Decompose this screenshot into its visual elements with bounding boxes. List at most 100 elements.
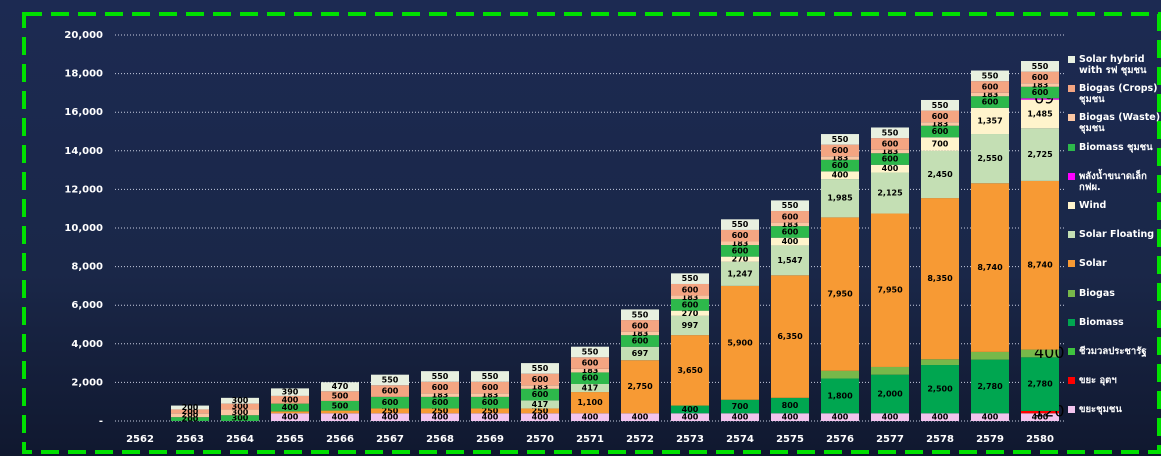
bar-segment	[271, 388, 309, 396]
bar-segment	[971, 70, 1009, 82]
legend-swatch	[1068, 260, 1075, 268]
legend-item: Solar	[1068, 258, 1161, 287]
bar-segment	[1021, 180, 1059, 350]
bar-segment	[921, 198, 959, 360]
bar-segment	[571, 346, 609, 358]
data-label: 300	[232, 414, 249, 423]
data-label: 997	[682, 321, 699, 330]
y-tick-label: 14,000	[64, 146, 103, 157]
data-label: 550	[732, 220, 749, 229]
data-label: 270	[682, 309, 699, 318]
bar-segment	[471, 413, 509, 421]
legend-item: ชีวมวลประชารัฐ	[1068, 346, 1161, 375]
data-label: 183	[732, 239, 749, 248]
data-label: 250	[432, 406, 449, 415]
bar-segment	[721, 285, 759, 400]
bar-segment	[871, 138, 909, 150]
bar-segment	[571, 368, 609, 373]
bar-segment	[771, 413, 809, 421]
data-label: 470	[332, 382, 349, 391]
bar-segment	[1021, 83, 1059, 87]
data-label: 183	[582, 366, 599, 375]
data-label: 400	[782, 413, 799, 422]
bar-segment	[921, 99, 959, 111]
data-label: 400	[382, 413, 399, 422]
legend-item: Biomass ชุมชน	[1068, 142, 1161, 171]
data-label: 600	[582, 359, 599, 368]
data-label: 600	[982, 98, 999, 107]
bar-segment	[221, 415, 259, 421]
bar-segment	[721, 245, 759, 257]
data-label: 400	[882, 164, 899, 173]
data-label: 400	[682, 405, 699, 414]
y-tick-label: -	[99, 416, 103, 427]
legend-item: Biogas (Waste) ชุมชน	[1068, 112, 1161, 141]
bar-segment	[271, 413, 309, 421]
legend-swatch	[1068, 201, 1075, 209]
legend-item: Solar hybrid with รฟ ชุมชน	[1068, 54, 1161, 83]
data-label: 1,485	[1027, 109, 1053, 118]
bar-segment	[621, 309, 659, 321]
x-tick-label: 2571	[576, 434, 604, 445]
data-label: 600	[832, 146, 849, 155]
bar-segment	[471, 393, 509, 397]
bar-segment	[921, 150, 959, 199]
bar-segment	[971, 413, 1009, 421]
bar-segment	[721, 241, 759, 246]
legend-swatch	[1068, 406, 1075, 414]
bar-segment	[471, 371, 509, 382]
legend-label: Biogas (Crops) ชุมชน	[1079, 83, 1158, 106]
y-tick-label: 16,000	[64, 107, 103, 118]
data-label: 600	[382, 387, 399, 396]
data-label: 200	[182, 415, 199, 424]
data-label: 2,780	[977, 382, 1003, 391]
bar-segment	[671, 405, 709, 414]
bar-segment	[671, 310, 709, 316]
bar-segment	[571, 384, 609, 393]
bar-segment	[871, 127, 909, 139]
data-label: 600	[1032, 88, 1049, 97]
legend: Solar hybrid with รฟ ชุมชน Biogas (Crops)…	[1068, 54, 1161, 433]
y-tick-label: 10,000	[64, 223, 103, 234]
bar-segment	[771, 245, 809, 276]
bar-segment	[721, 256, 759, 262]
bar-segment	[471, 381, 509, 394]
data-label: 600	[782, 212, 799, 221]
legend-label: Solar Floating	[1079, 229, 1155, 241]
legend-swatch	[1068, 143, 1075, 151]
bar-segment	[1021, 99, 1059, 129]
bar-segment	[521, 373, 559, 386]
bar-segment	[921, 359, 959, 366]
bar-segment	[671, 273, 709, 284]
bar-segment	[821, 134, 859, 145]
data-label: 300	[232, 408, 249, 417]
data-label: 417	[532, 400, 549, 409]
x-tick-label: 2572	[626, 434, 654, 445]
data-label: 600	[782, 227, 799, 236]
bar-segment	[621, 346, 659, 361]
bar-segment	[521, 413, 559, 421]
bar-segment	[421, 371, 459, 382]
data-label: 800	[782, 401, 799, 410]
y-tick-label: 2,000	[71, 377, 103, 388]
data-label: 550	[582, 348, 599, 357]
data-label: 200	[182, 407, 199, 416]
bar-segment	[871, 213, 909, 367]
bar-segment	[571, 392, 609, 414]
bar-segment	[271, 403, 309, 412]
bar-segment	[221, 403, 259, 410]
frame	[22, 12, 1161, 454]
bar-segment	[721, 413, 759, 421]
data-label: 550	[432, 372, 449, 381]
legend-label: ชีวมวลประชารัฐ	[1079, 345, 1147, 357]
bar-segment	[171, 405, 209, 410]
data-label: 3,650	[677, 366, 703, 375]
data-label: 300	[232, 396, 249, 405]
bar-segment	[621, 335, 659, 347]
bar-segment	[571, 413, 609, 421]
data-label: 8,740	[1027, 261, 1053, 270]
bar-segment	[371, 413, 409, 421]
data-label: 550	[982, 71, 999, 80]
bar-segment	[671, 315, 709, 336]
